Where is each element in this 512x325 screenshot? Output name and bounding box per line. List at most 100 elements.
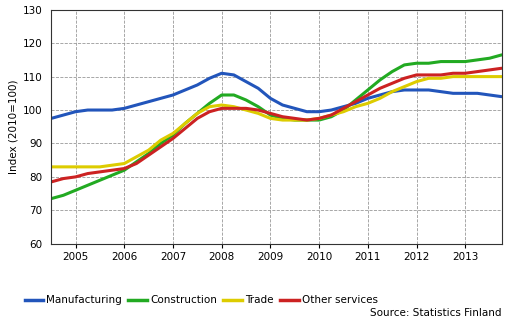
Trade — [438, 76, 444, 80]
Manufacturing — [377, 93, 383, 97]
Manufacturing — [97, 108, 103, 112]
Manufacturing — [499, 95, 505, 98]
Other services — [231, 106, 237, 110]
Trade — [450, 75, 456, 79]
Construction — [243, 98, 249, 102]
Trade — [97, 165, 103, 169]
Other services — [474, 70, 480, 73]
Trade — [194, 111, 200, 115]
Trade — [377, 97, 383, 100]
Other services — [292, 116, 298, 120]
Manufacturing — [121, 106, 127, 110]
Trade — [170, 132, 176, 136]
Other services — [255, 108, 261, 112]
Construction — [365, 88, 371, 92]
Other services — [316, 116, 322, 120]
Other services — [304, 118, 310, 122]
Manufacturing — [206, 76, 212, 80]
Construction — [109, 173, 115, 177]
Trade — [73, 165, 79, 169]
Construction — [231, 93, 237, 97]
Other services — [121, 167, 127, 171]
Manufacturing — [280, 103, 286, 107]
Construction — [462, 59, 468, 63]
Construction — [182, 122, 188, 125]
Construction — [353, 98, 359, 102]
Trade — [219, 103, 225, 107]
Other services — [353, 100, 359, 104]
Trade — [316, 116, 322, 120]
Trade — [255, 111, 261, 115]
Construction — [450, 59, 456, 63]
Construction — [401, 63, 408, 67]
Manufacturing — [158, 97, 164, 100]
Text: Source: Statistics Finland: Source: Statistics Finland — [370, 308, 502, 318]
Construction — [170, 133, 176, 137]
Construction — [194, 111, 200, 115]
Line: Other services: Other services — [51, 68, 502, 182]
Trade — [474, 75, 480, 79]
Other services — [206, 110, 212, 114]
Trade — [145, 148, 152, 152]
Trade — [231, 105, 237, 109]
Manufacturing — [401, 88, 408, 92]
Other services — [48, 180, 54, 184]
Manufacturing — [425, 88, 432, 92]
Trade — [109, 163, 115, 167]
Construction — [73, 188, 79, 192]
Construction — [206, 101, 212, 105]
Construction — [133, 160, 139, 164]
Other services — [133, 162, 139, 165]
Construction — [280, 116, 286, 120]
Trade — [401, 85, 408, 89]
Construction — [60, 193, 67, 197]
Other services — [499, 66, 505, 70]
Manufacturing — [267, 97, 273, 100]
Trade — [133, 155, 139, 159]
Trade — [158, 138, 164, 142]
Manufacturing — [328, 108, 334, 112]
Construction — [377, 78, 383, 82]
Manufacturing — [170, 93, 176, 97]
Other services — [389, 81, 395, 85]
Manufacturing — [231, 73, 237, 77]
Construction — [486, 56, 493, 60]
Other services — [73, 175, 79, 179]
Construction — [48, 197, 54, 201]
Trade — [267, 116, 273, 120]
Construction — [499, 53, 505, 57]
Construction — [267, 113, 273, 117]
Trade — [328, 113, 334, 117]
Trade — [243, 108, 249, 112]
Other services — [377, 86, 383, 90]
Construction — [316, 118, 322, 122]
Trade — [280, 118, 286, 122]
Other services — [438, 73, 444, 77]
Trade — [425, 76, 432, 80]
Construction — [425, 61, 432, 65]
Construction — [97, 178, 103, 182]
Trade — [121, 162, 127, 165]
Manufacturing — [48, 116, 54, 120]
Manufacturing — [474, 91, 480, 95]
Other services — [109, 168, 115, 172]
Trade — [84, 165, 91, 169]
Trade — [60, 165, 67, 169]
Line: Construction: Construction — [51, 55, 502, 199]
Manufacturing — [450, 91, 456, 95]
Manufacturing — [316, 110, 322, 114]
Trade — [414, 80, 420, 84]
Construction — [158, 141, 164, 145]
Manufacturing — [219, 71, 225, 75]
Trade — [206, 105, 212, 109]
Other services — [401, 76, 408, 80]
Trade — [48, 165, 54, 169]
Construction — [84, 183, 91, 187]
Construction — [304, 118, 310, 122]
Trade — [486, 75, 493, 79]
Construction — [414, 61, 420, 65]
Manufacturing — [389, 90, 395, 94]
Manufacturing — [255, 86, 261, 90]
Construction — [145, 151, 152, 155]
Manufacturing — [304, 110, 310, 114]
